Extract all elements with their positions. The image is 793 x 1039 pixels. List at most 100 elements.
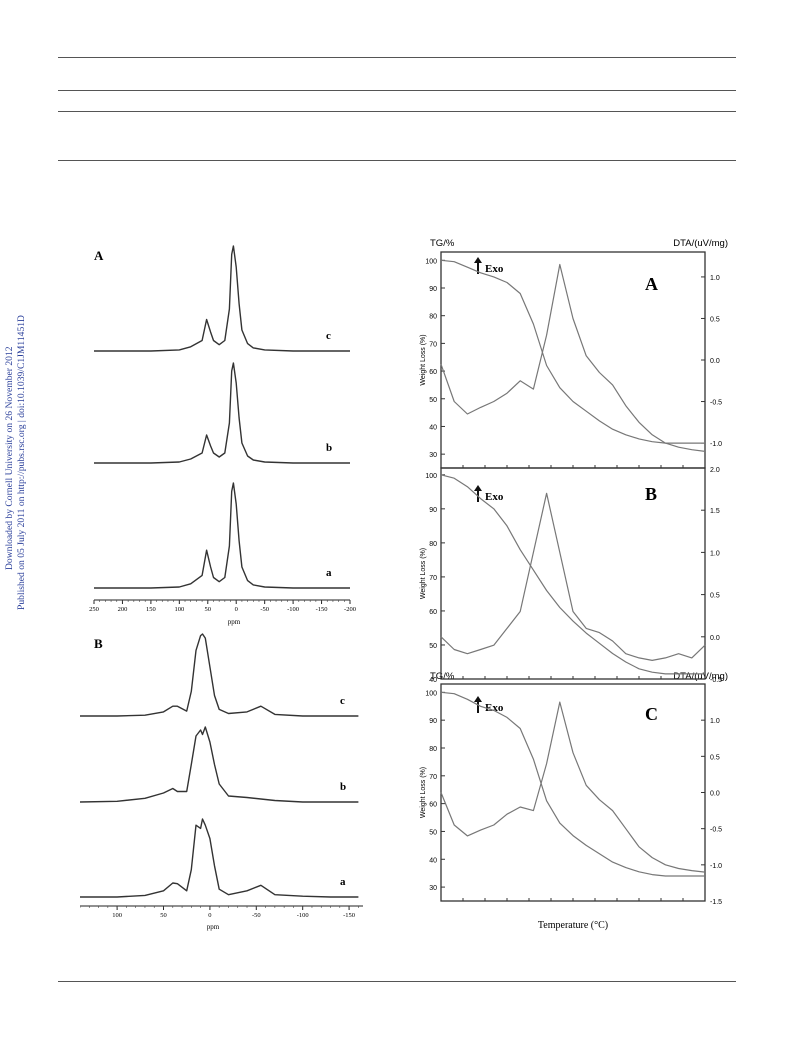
- nmr-x-tick-label: -150: [316, 606, 328, 613]
- tg-tick-label: 100: [425, 258, 437, 265]
- nmr-x-tick-label: 250: [89, 606, 99, 613]
- nmr-trace-c: [94, 245, 350, 352]
- thermal-panel-label: B: [645, 484, 657, 504]
- tg-tick-label: 90: [429, 286, 437, 293]
- tg-tick-label: 60: [429, 609, 437, 616]
- dta-tick-label: 0.5: [710, 754, 720, 761]
- dta-tick-label: -1.0: [710, 441, 722, 448]
- nmr-trace-b: [80, 726, 359, 803]
- nmr-x-tick-label: 50: [160, 912, 167, 919]
- tg-curve: [440, 474, 705, 675]
- header-rule-4: [58, 160, 736, 161]
- thermal-xlabel: Temperature (°C): [538, 920, 608, 931]
- tg-axis-title: TG/%: [430, 238, 455, 249]
- tg-tick-label: 40: [429, 424, 437, 431]
- dta-curve: [440, 701, 706, 873]
- tg-tick-label: 70: [429, 575, 437, 582]
- tg-curve: [440, 691, 705, 877]
- dta-tick-label: 0.0: [710, 358, 720, 365]
- nmr-trace-label-c: c: [326, 330, 331, 342]
- nmr-x-tick-label: 0: [208, 912, 211, 919]
- dta-tick-label: -1.0: [710, 863, 722, 870]
- nmr-trace-label-c: c: [340, 695, 345, 707]
- dta-tick-label: 0.5: [710, 593, 720, 600]
- thermal-panel-frame: [440, 683, 706, 902]
- thermal-analysis-figure: TG/% DTA/(uV/mg) TG/% DTA/(uV/mg) 100 90 8…: [420, 238, 728, 931]
- tg-tick-label: 60: [429, 369, 437, 376]
- header-rule-2: [58, 90, 736, 91]
- nmr-spectra-figure: A B 250 200 150 100 50 0 -50 -100 -150 -200 c b a 10…: [80, 245, 363, 931]
- dta-tick-label: -0.5: [710, 827, 722, 834]
- dta-tick-label: -0.5: [710, 400, 722, 407]
- header-rule-3: [58, 111, 736, 112]
- nmr-x-tick-label: 50: [205, 606, 212, 613]
- nmr-x-tick-label: -150: [343, 912, 355, 919]
- tg-tick-label: 30: [429, 452, 437, 459]
- dta-tick-label: 1.0: [710, 718, 720, 725]
- exo-arrow-head-icon: [474, 485, 482, 491]
- dta-axis-title-c: DTA/(uV/mg): [673, 671, 728, 682]
- tg-tick-label: 30: [429, 885, 437, 892]
- nmr-trace-a: [80, 818, 359, 898]
- thermal-ylabel: Weight Loss (%): [420, 767, 427, 818]
- dta-tick-label: 2.0: [710, 467, 720, 474]
- tg-tick-label: 40: [429, 677, 437, 684]
- tg-tick-label: 70: [429, 774, 437, 781]
- nmr-x-tick-label: -100: [287, 606, 299, 613]
- exo-arrow-head-icon: [474, 257, 482, 263]
- nmr-panel-a-xlabel: ppm: [228, 618, 241, 626]
- nmr-panel-b-xlabel: ppm: [207, 923, 220, 931]
- thermal-panels: 100 90 80 70 60 50 40 30 1.0 0.5 0.0 -0.5 -1.0 Weight…: [420, 251, 722, 906]
- tg-tick-label: 70: [429, 341, 437, 348]
- tg-axis-title-c: TG/%: [430, 671, 455, 682]
- exo-arrow-head-icon: [474, 696, 482, 702]
- tg-tick-label: 90: [429, 718, 437, 725]
- tg-tick-label: 80: [429, 314, 437, 321]
- download-notice: Downloaded by Cornell University on 26 N…: [4, 346, 15, 570]
- thermal-panel-label: C: [645, 704, 658, 724]
- nmr-panel-a-label: A: [94, 248, 104, 263]
- tg-curve: [440, 259, 705, 444]
- tg-tick-label: 80: [429, 746, 437, 753]
- tg-tick-label: 50: [429, 643, 437, 650]
- thermal-ylabel: Weight Loss (%): [420, 548, 427, 599]
- thermal-panel-label: A: [645, 274, 658, 294]
- nmr-x-tick-label: 0: [235, 606, 238, 613]
- dta-axis-title: DTA/(uV/mg): [673, 238, 728, 249]
- tg-tick-label: 50: [429, 829, 437, 836]
- tg-tick-label: 60: [429, 802, 437, 809]
- thermal-ylabel: Weight Loss (%): [420, 334, 427, 385]
- dta-curve: [440, 492, 706, 661]
- dta-tick-label: 1.0: [710, 550, 720, 557]
- tg-tick-label: 80: [429, 541, 437, 548]
- nmr-trace-a: [94, 482, 350, 589]
- nmr-trace-c: [80, 633, 359, 717]
- header-rule-1: [58, 57, 736, 58]
- nmr-x-tick-label: -50: [252, 912, 261, 919]
- dta-tick-label: 1.5: [710, 508, 720, 515]
- tg-tick-label: 50: [429, 397, 437, 404]
- nmr-x-tick-label: 150: [146, 606, 156, 613]
- dta-tick-label: 0.5: [710, 316, 720, 323]
- exo-label: Exo: [485, 263, 504, 275]
- nmr-x-tick-label: 100: [112, 912, 122, 919]
- tg-tick-label: 90: [429, 507, 437, 514]
- nmr-x-tick-label: -100: [297, 912, 309, 919]
- nmr-trace-label-a: a: [340, 876, 346, 888]
- tg-tick-label: 100: [425, 473, 437, 480]
- nmr-panel-b-label: B: [94, 636, 103, 651]
- dta-tick-label: 1.0: [710, 275, 720, 282]
- nmr-trace-label-a: a: [326, 567, 332, 579]
- exo-label: Exo: [485, 491, 504, 503]
- dta-tick-label: 0.0: [710, 635, 720, 642]
- exo-label: Exo: [485, 702, 504, 714]
- nmr-trace-label-b: b: [340, 781, 346, 793]
- dta-tick-label: -0.5: [710, 677, 722, 684]
- footer-rule: [58, 981, 736, 982]
- nmr-panel-a: 250 200 150 100 50 0 -50 -100 -150 -200 c b a: [89, 245, 356, 613]
- nmr-panel-b: 100 50 0 -50 -100 -150 c b a: [80, 633, 363, 919]
- nmr-x-tick-label: 200: [118, 606, 128, 613]
- tg-tick-label: 40: [429, 857, 437, 864]
- dta-tick-label: -1.5: [710, 899, 722, 906]
- publication-notice: Published on 05 July 2011 on http://pubs…: [16, 315, 27, 610]
